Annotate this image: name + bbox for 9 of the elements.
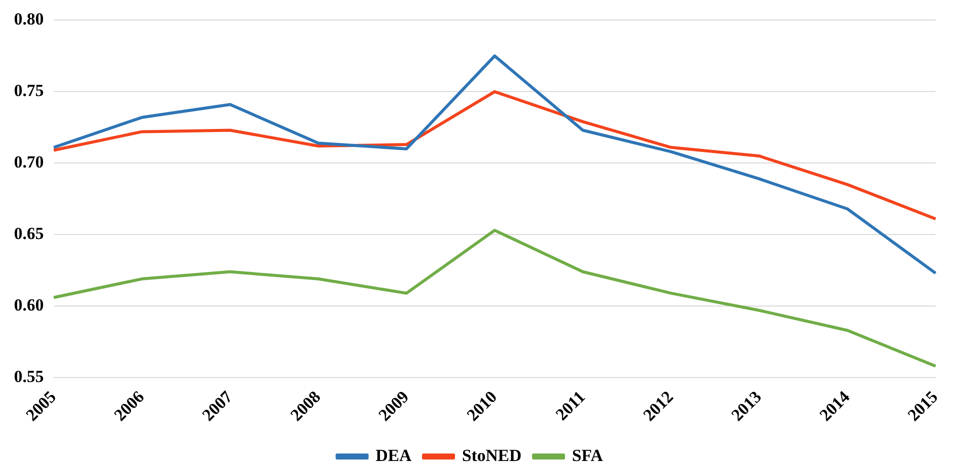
y-tick-label: 0.70 [14,152,44,172]
legend-label: StoNED [462,446,522,465]
y-tick-label: 0.60 [14,295,44,314]
y-tick-label: 0.55 [14,366,44,386]
y-tick-label: 0.75 [14,81,44,100]
legend-label: SFA [572,446,604,465]
legend-label: DEA [376,446,412,465]
y-tick-label: 0.65 [14,224,44,243]
y-tick-label: 0.80 [14,10,44,29]
